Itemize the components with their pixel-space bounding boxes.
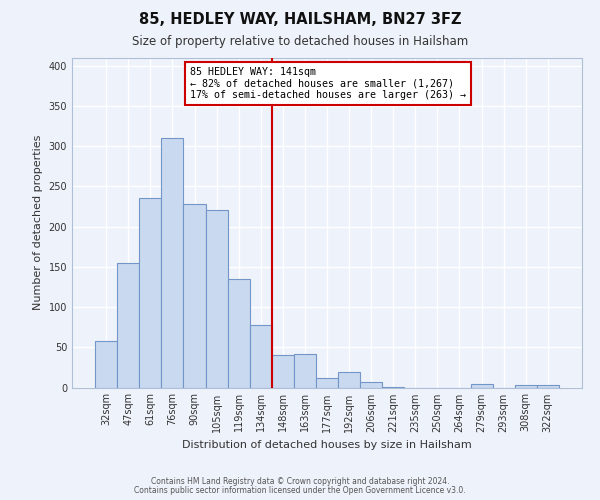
Bar: [515, 385, 537, 388]
Bar: [139, 198, 161, 388]
Bar: [470, 384, 493, 388]
Bar: [382, 386, 404, 388]
Bar: [272, 354, 294, 388]
Bar: [294, 354, 316, 388]
Bar: [184, 204, 206, 388]
Bar: [206, 210, 227, 388]
Bar: [95, 341, 117, 388]
Text: Contains HM Land Registry data © Crown copyright and database right 2024.: Contains HM Land Registry data © Crown c…: [151, 477, 449, 486]
Text: 85, HEDLEY WAY, HAILSHAM, BN27 3FZ: 85, HEDLEY WAY, HAILSHAM, BN27 3FZ: [139, 12, 461, 28]
Text: 85 HEDLEY WAY: 141sqm
← 82% of detached houses are smaller (1,267)
17% of semi-d: 85 HEDLEY WAY: 141sqm ← 82% of detached …: [190, 67, 466, 100]
Text: Size of property relative to detached houses in Hailsham: Size of property relative to detached ho…: [132, 35, 468, 48]
Bar: [161, 138, 184, 388]
Y-axis label: Number of detached properties: Number of detached properties: [33, 135, 43, 310]
Text: Contains public sector information licensed under the Open Government Licence v3: Contains public sector information licen…: [134, 486, 466, 495]
Bar: [338, 372, 360, 388]
Bar: [537, 385, 559, 388]
Bar: [360, 382, 382, 388]
Bar: [250, 324, 272, 388]
X-axis label: Distribution of detached houses by size in Hailsham: Distribution of detached houses by size …: [182, 440, 472, 450]
Bar: [117, 262, 139, 388]
Bar: [316, 378, 338, 388]
Bar: [227, 279, 250, 388]
